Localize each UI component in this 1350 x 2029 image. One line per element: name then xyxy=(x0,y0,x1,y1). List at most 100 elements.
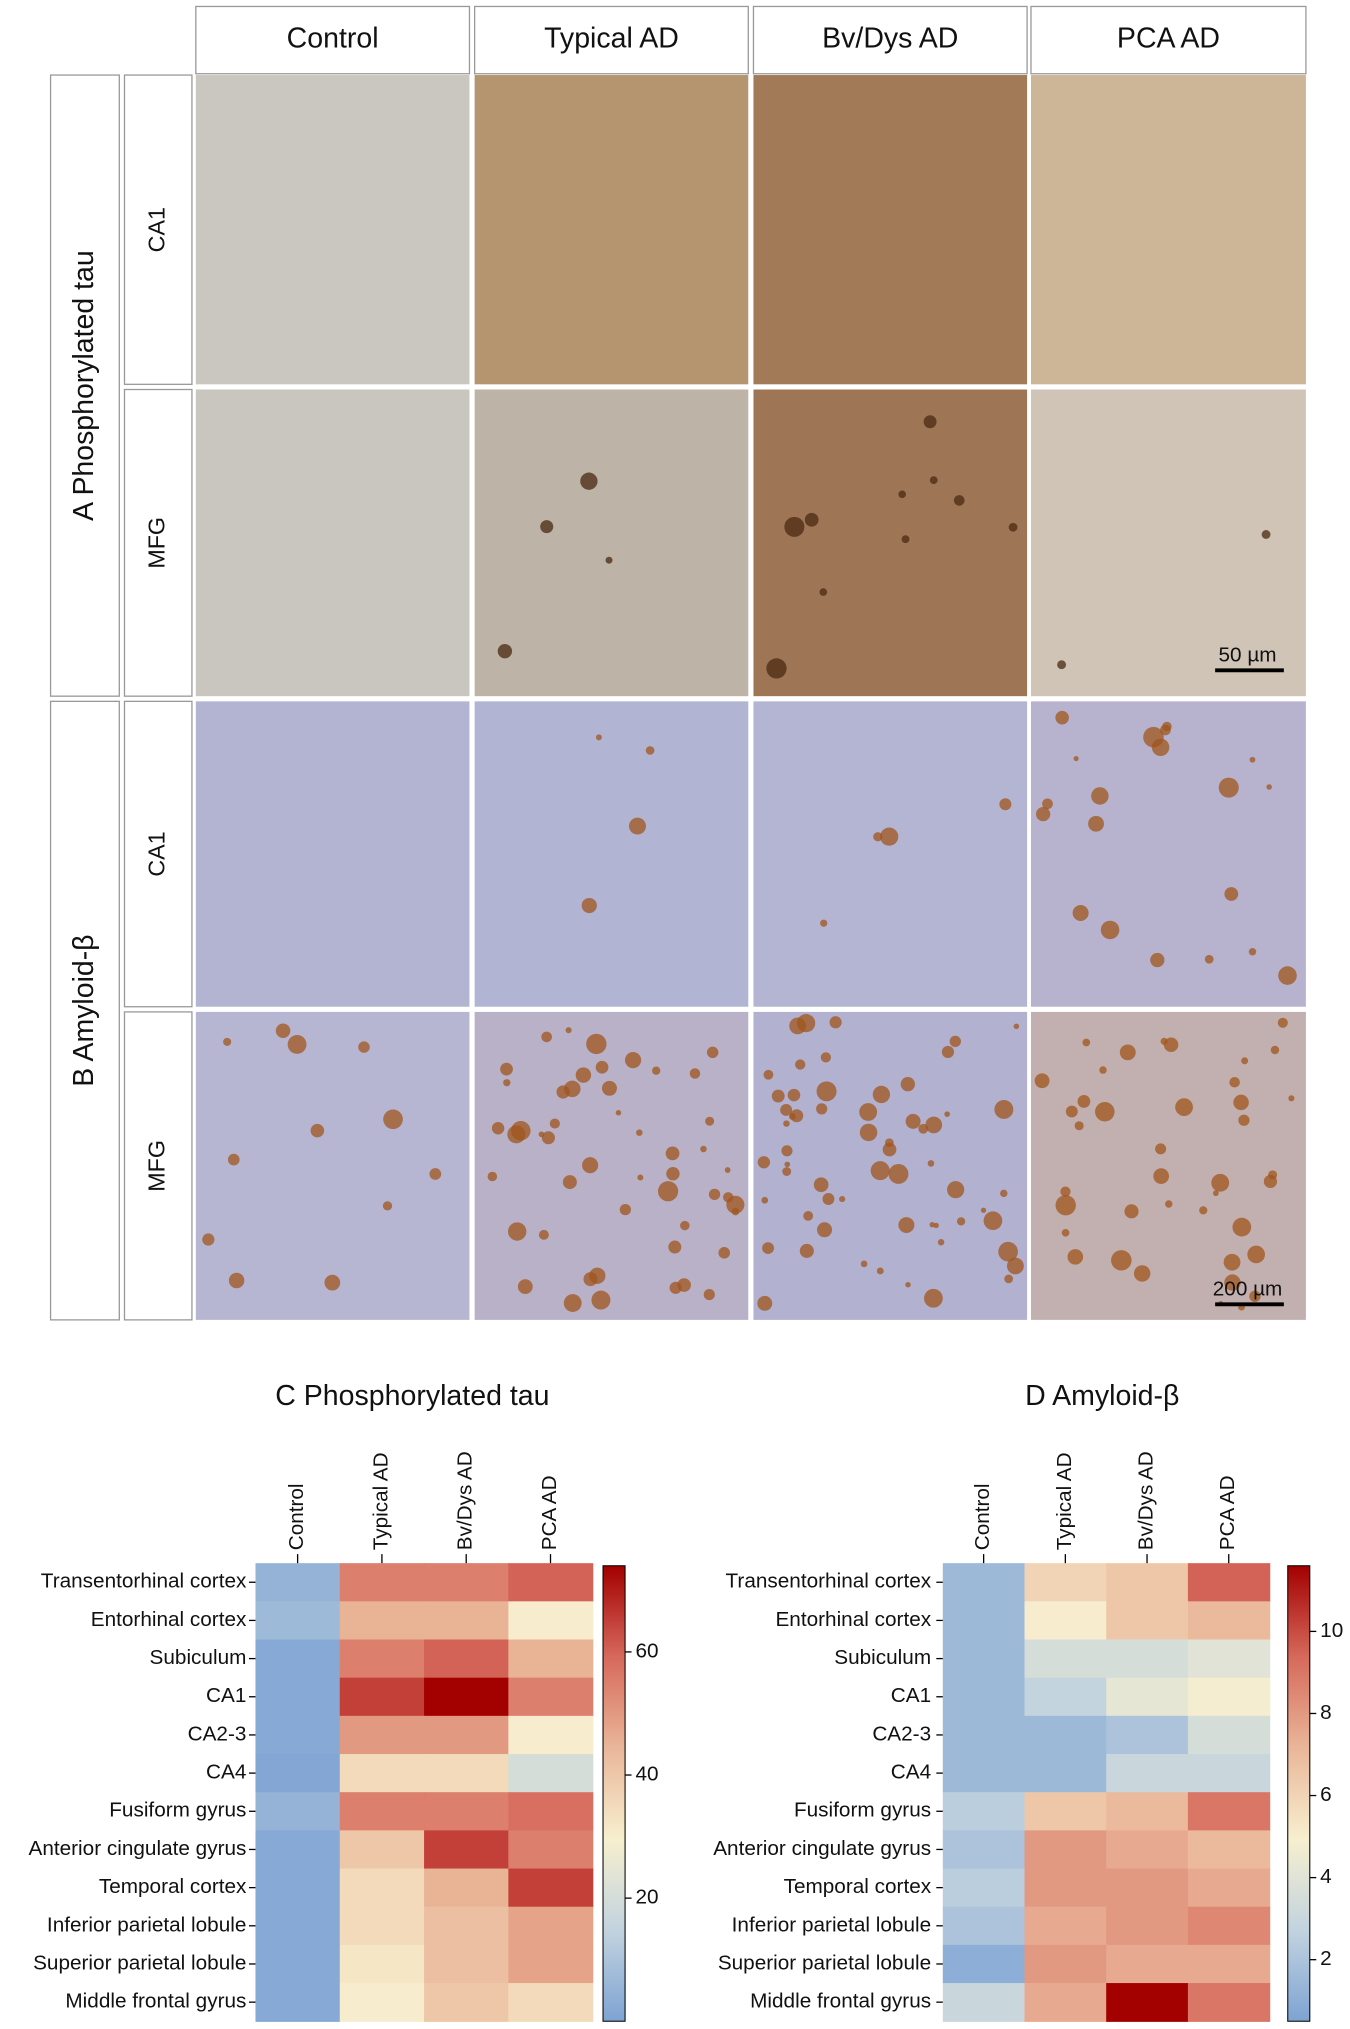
panel-label-box xyxy=(49,74,120,697)
stain-spot xyxy=(1155,1143,1167,1155)
stain-spot xyxy=(1000,1189,1008,1198)
column-header: Typical AD xyxy=(544,23,679,55)
x-tick-label: Control xyxy=(971,1483,994,1550)
heatmap-cell xyxy=(255,1754,341,1793)
stain-spot xyxy=(1088,815,1104,832)
stain-spot xyxy=(1249,1290,1261,1303)
chart-title: C Phosphorylated tau xyxy=(275,1380,549,1412)
heatmap-cell xyxy=(1106,1601,1189,1641)
stain-spot xyxy=(859,1103,878,1121)
stain-spot xyxy=(1224,1274,1241,1291)
colorbar-tick-label: 4 xyxy=(1320,1865,1332,1888)
heatmap-cell xyxy=(1187,1906,1271,1946)
stain-spot xyxy=(500,1062,513,1076)
stain-spot xyxy=(1042,798,1053,810)
y-tick-label: CA4 xyxy=(891,1761,931,1784)
y-tick-label: Inferior parietal lobule xyxy=(732,1913,931,1936)
stain-spot xyxy=(813,1177,829,1193)
stain-spot xyxy=(708,1188,721,1201)
micrograph xyxy=(195,701,470,1007)
stain-spot xyxy=(1160,1037,1168,1045)
heatmap-cell xyxy=(424,1868,510,1908)
stain-spot xyxy=(1212,1190,1219,1197)
micrograph xyxy=(474,701,749,1007)
stain-spot xyxy=(998,1241,1018,1262)
stain-spot xyxy=(999,798,1012,811)
stain-spot xyxy=(763,1069,774,1080)
heatmap-cell xyxy=(1024,1830,1107,1870)
stain-spot xyxy=(1100,920,1120,940)
y-tick-label: CA2-3 xyxy=(188,1722,247,1745)
stain-spot xyxy=(718,1247,731,1259)
stain-spot xyxy=(929,1221,935,1228)
stain-spot xyxy=(803,1211,814,1221)
stain-spot xyxy=(1249,756,1256,763)
y-tick-label: Middle frontal gyrus xyxy=(65,1990,246,2013)
stain-spot xyxy=(1055,1195,1076,1216)
scale-bar-label: 50 µm xyxy=(1219,644,1277,667)
column-header: Control xyxy=(287,23,379,55)
heatmap-cell xyxy=(508,1906,594,1946)
micrograph xyxy=(474,1011,749,1320)
stain-spot xyxy=(787,1088,801,1102)
stain-spot xyxy=(637,1174,644,1181)
heatmap-cell xyxy=(1187,1754,1271,1793)
stain-spot xyxy=(816,1103,828,1115)
heatmap-cell xyxy=(1024,1563,1107,1602)
stain-spot xyxy=(905,1281,911,1288)
stain-spot xyxy=(583,1272,598,1287)
stain-spot xyxy=(586,1033,607,1055)
x-tick-label: Bv/Dys AD xyxy=(1135,1451,1158,1550)
heatmap-cell xyxy=(1024,1868,1107,1908)
micrograph xyxy=(1030,701,1306,1007)
stain-spot xyxy=(582,1157,599,1174)
stain-spot xyxy=(565,1027,572,1034)
y-tick-label: Superior parietal lobule xyxy=(33,1951,246,1974)
stain-spot xyxy=(839,1196,846,1203)
stain-spot xyxy=(601,1080,617,1096)
micrograph xyxy=(1030,389,1306,697)
heatmap-cell xyxy=(508,1830,594,1870)
stain-spot xyxy=(1008,522,1018,532)
stain-spot xyxy=(624,1052,642,1069)
stain-spot xyxy=(1153,1168,1170,1184)
stain-spot xyxy=(1232,1217,1252,1237)
heatmap-cell xyxy=(1106,1868,1189,1908)
stain-spot xyxy=(540,520,554,534)
y-tick-label: Anterior cingulate gyrus xyxy=(28,1837,246,1860)
panel-label: A Phosphorylated tau xyxy=(68,250,100,521)
stain-spot xyxy=(429,1168,442,1180)
heatmap-cell xyxy=(1106,1563,1189,1602)
stain-spot xyxy=(636,1129,643,1136)
heatmap-cell xyxy=(1187,1563,1271,1602)
heatmap-cell xyxy=(1106,1983,1189,2022)
heatmap-cell xyxy=(1024,1906,1107,1946)
colorbar-tick-label: 6 xyxy=(1320,1783,1332,1806)
heatmap-cell xyxy=(1187,1944,1271,1984)
scale-bar-label: 200 µm xyxy=(1213,1278,1283,1301)
stain-spot xyxy=(1006,1257,1024,1275)
heatmap-cell xyxy=(339,1677,425,1717)
heatmap-cell xyxy=(1106,1944,1189,1984)
stain-spot xyxy=(859,1123,878,1142)
stain-spot xyxy=(1151,738,1170,757)
stain-spot xyxy=(1013,1023,1020,1030)
stain-spot xyxy=(1288,1095,1295,1102)
column-header-box xyxy=(1030,5,1307,75)
y-tick-label: Middle frontal gyrus xyxy=(750,1990,931,2013)
heatmap-cell xyxy=(255,1944,341,1984)
micrograph xyxy=(474,75,749,385)
stain-spot xyxy=(876,1267,884,1275)
heatmap-cell xyxy=(255,1715,341,1755)
heatmap-cell xyxy=(339,1906,425,1946)
row-label-box xyxy=(123,388,193,697)
stain-spot xyxy=(538,1131,545,1138)
heatmap-cell xyxy=(508,1944,594,1984)
stain-spot xyxy=(1160,724,1171,736)
heatmap-cell xyxy=(942,1792,1026,1832)
stain-spot xyxy=(860,1260,868,1268)
micrograph xyxy=(753,701,1028,1007)
stain-spot xyxy=(731,1207,740,1216)
stain-spot xyxy=(666,1167,680,1181)
stain-spot xyxy=(511,1121,531,1141)
